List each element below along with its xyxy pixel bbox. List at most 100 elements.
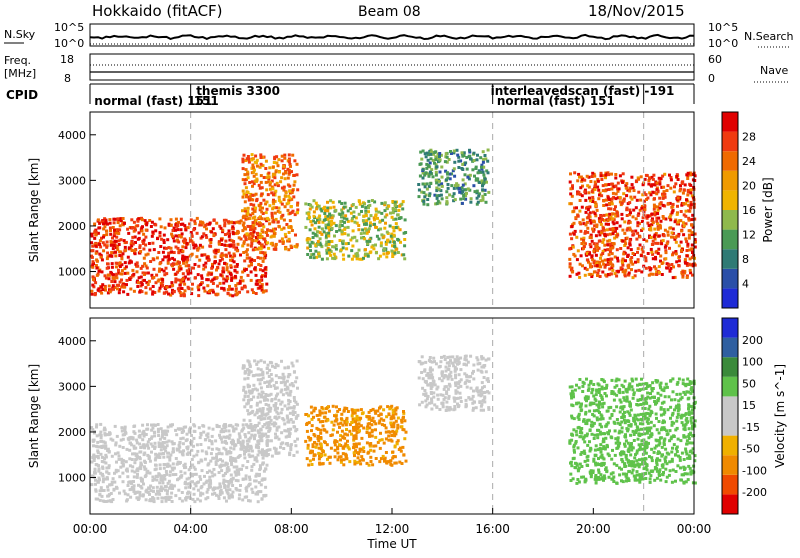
data-cell [333, 235, 336, 238]
data-cell [257, 361, 260, 364]
data-cell [252, 384, 255, 387]
data-cell [292, 210, 295, 213]
data-cell [279, 180, 282, 183]
data-cell [393, 245, 396, 248]
data-cell [141, 229, 144, 232]
data-cell [199, 443, 202, 446]
data-cell [261, 448, 264, 451]
data-cell [245, 233, 248, 236]
data-cell [658, 234, 661, 237]
data-cell [248, 449, 251, 452]
data-cell [195, 484, 198, 487]
data-cell [293, 159, 296, 162]
data-cell [296, 414, 299, 417]
data-cell [269, 407, 272, 410]
data-cell [244, 182, 247, 185]
data-cell [261, 373, 264, 376]
data-cell [198, 224, 201, 227]
data-cell [338, 225, 341, 228]
data-cell [253, 374, 256, 377]
data-cell [632, 209, 635, 212]
data-cell [461, 151, 464, 154]
data-cell [621, 264, 624, 267]
data-cell [383, 248, 386, 251]
data-cell [195, 473, 198, 476]
data-cell [262, 391, 265, 394]
data-cell [139, 467, 142, 470]
data-cell [107, 494, 110, 497]
data-cell [252, 221, 255, 224]
data-cell [380, 202, 383, 205]
data-cell [256, 473, 259, 476]
data-cell [342, 447, 345, 450]
data-cell [648, 224, 651, 227]
data-cell [193, 220, 196, 223]
data-cell [315, 207, 318, 210]
data-cell [251, 450, 254, 453]
data-cell [152, 285, 155, 288]
data-cell [459, 198, 462, 201]
data-cell [246, 253, 249, 256]
data-cell [133, 471, 136, 474]
data-cell [114, 443, 117, 446]
data-cell [294, 234, 297, 237]
data-cell [597, 180, 600, 183]
data-cell [268, 222, 271, 225]
data-cell [290, 418, 293, 421]
data-cell [187, 451, 190, 454]
data-cell [428, 194, 431, 197]
data-cell [172, 263, 175, 266]
data-cell [589, 266, 592, 269]
data-cell [264, 477, 267, 480]
data-cell [108, 218, 111, 221]
data-cell [132, 430, 135, 433]
freq-panel: Freq. [MHz] 18 8 60 0 Nave [4, 53, 790, 85]
data-cell [293, 371, 296, 374]
data-cell [243, 259, 246, 262]
data-cell [357, 409, 360, 412]
data-cell [119, 261, 122, 264]
data-cell [246, 460, 249, 463]
data-cell [282, 373, 285, 376]
data-cell [598, 240, 601, 243]
data-cell [313, 256, 316, 259]
data-cell [678, 255, 681, 258]
data-cell [478, 400, 481, 403]
data-cell [617, 270, 620, 273]
data-cell [342, 452, 345, 455]
data-cell [271, 212, 274, 215]
data-cell [123, 286, 126, 289]
data-cell [98, 270, 101, 273]
data-cell [362, 411, 365, 414]
data-cell [212, 219, 215, 222]
data-cell [664, 246, 667, 249]
data-cell [345, 247, 348, 250]
data-cell [335, 224, 338, 227]
data-cell [257, 416, 260, 419]
data-cell [209, 460, 212, 463]
data-cell [402, 253, 405, 256]
data-cell [97, 481, 100, 484]
data-cell [229, 245, 232, 248]
data-cell [343, 221, 346, 224]
data-cell [598, 220, 601, 223]
data-cell [259, 379, 262, 382]
data-cell [247, 191, 250, 194]
colorbar-swatch [722, 249, 738, 269]
data-cell [627, 246, 630, 249]
data-cell [325, 244, 328, 247]
data-cell [159, 245, 162, 248]
data-cell [229, 264, 232, 267]
data-cell [444, 160, 447, 163]
data-cell [682, 192, 685, 195]
data-cell [604, 266, 607, 269]
data-cell [157, 280, 160, 283]
data-cell [471, 168, 474, 171]
data-cell [320, 233, 323, 236]
data-cell [350, 249, 353, 252]
data-cell [690, 188, 693, 191]
data-cell [690, 247, 693, 250]
data-cell [100, 256, 103, 259]
data-cell [589, 243, 592, 246]
data-cell [159, 463, 162, 466]
